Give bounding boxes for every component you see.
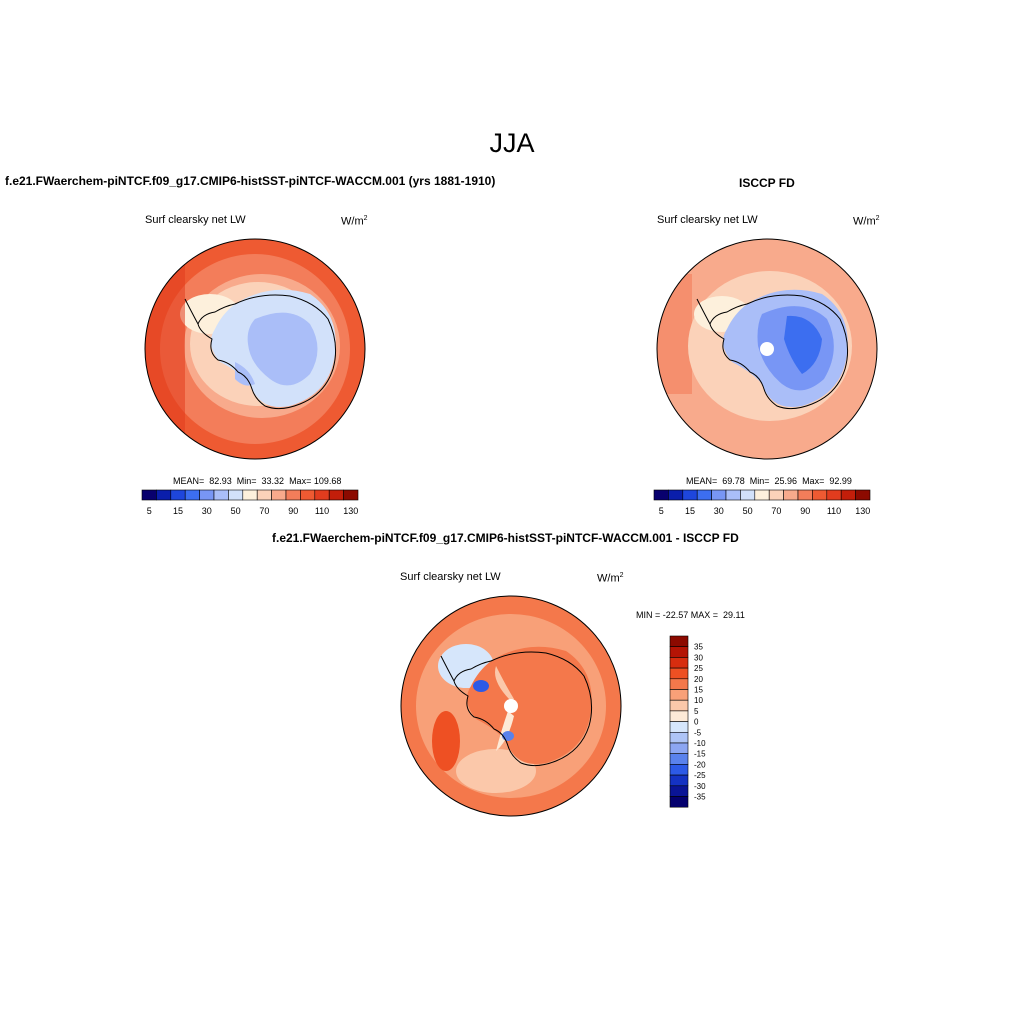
colorbar-tick-label: 50 [231, 506, 241, 516]
colorbar-swatch [653, 489, 669, 501]
colorbar-swatch [156, 489, 172, 501]
diff-minmax: MIN = -22.57 MAX = 29.11 [636, 610, 745, 620]
colorbar-swatch [711, 489, 727, 501]
colorbar-swatch [696, 489, 712, 501]
colorbar-swatch [754, 489, 770, 501]
colorbar-swatch [242, 489, 258, 501]
top-left-colorbar: 5 15 30 50 70 90 110 130 [141, 489, 359, 516]
colorbar-swatch [669, 796, 689, 808]
colorbar-swatch [855, 489, 871, 501]
diff-title: f.e21.FWaerchem-piNTCF.f09_g17.CMIP6-his… [272, 531, 739, 545]
colorbar-tick-label: 5 [694, 707, 699, 716]
colorbar-swatch [725, 489, 741, 501]
colorbar-swatch [199, 489, 215, 501]
colorbar-tick-label: 130 [343, 506, 358, 516]
diff-map [400, 595, 622, 817]
colorbar-tick-label: -20 [694, 760, 706, 769]
colorbar-tick-label: 70 [259, 506, 269, 516]
top-left-units: W/m2 [341, 215, 368, 228]
top-right-units: W/m2 [853, 215, 880, 228]
colorbar-tick-label: 15 [173, 506, 183, 516]
colorbar-swatch [840, 489, 856, 501]
colorbar-swatch [797, 489, 813, 501]
colorbar-swatch [669, 764, 689, 776]
colorbar-swatch [314, 489, 330, 501]
top-left-map [144, 238, 366, 460]
top-right-variable: Surf clearsky net LW [657, 214, 758, 226]
colorbar-tick-label: 15 [694, 686, 703, 695]
top-right-map [656, 238, 878, 460]
colorbar-swatch [668, 489, 684, 501]
colorbar-tick-label: 0 [694, 718, 699, 727]
colorbar-tick-label: 25 [694, 664, 703, 673]
colorbar-tick-label: 30 [714, 506, 724, 516]
colorbar-swatch [669, 732, 689, 744]
colorbar-tick-label: 90 [800, 506, 810, 516]
colorbar-swatch [669, 753, 689, 765]
colorbar-tick-label: -10 [694, 739, 706, 748]
colorbar-tick-label: -25 [694, 771, 706, 780]
colorbar-swatch [228, 489, 244, 501]
colorbar-tick-label: 110 [315, 506, 329, 516]
colorbar-swatch [669, 689, 689, 701]
top-right-stats: MEAN= 69.78 Min= 25.96 Max= 92.99 [686, 476, 852, 486]
top-right-title: ISCCP FD [739, 176, 795, 190]
colorbar-tick-label: -35 [694, 793, 706, 802]
colorbar-tick-label: 10 [694, 696, 703, 705]
colorbar-tick-label: 20 [694, 675, 703, 684]
colorbar-tick-label: 130 [855, 506, 870, 516]
colorbar-swatch [285, 489, 301, 501]
colorbar-tick-label: 5 [147, 506, 152, 516]
colorbar-tick-label: 50 [743, 506, 753, 516]
colorbar-swatch [682, 489, 698, 501]
colorbar-swatch [300, 489, 316, 501]
colorbar-swatch [740, 489, 756, 501]
colorbar-tick-label: 5 [659, 506, 664, 516]
diff-units: W/m2 [597, 572, 624, 585]
colorbar-swatch [343, 489, 359, 501]
colorbar-tick-label: 35 [694, 643, 703, 652]
colorbar-swatch [669, 785, 689, 797]
top-left-variable: Surf clearsky net LW [145, 214, 246, 226]
colorbar-swatch [213, 489, 229, 501]
colorbar-tick-label: 90 [288, 506, 298, 516]
colorbar-tick-label: 30 [694, 653, 703, 662]
colorbar-swatch [669, 774, 689, 787]
diff-variable: Surf clearsky net LW [400, 571, 501, 583]
colorbar-tick-label: -15 [694, 750, 706, 759]
colorbar-swatch [669, 635, 689, 647]
top-left-title: f.e21.FWaerchem-piNTCF.f09_g17.CMIP6-his… [5, 174, 496, 188]
colorbar-swatch [141, 489, 157, 501]
season-title: JJA [489, 128, 535, 158]
top-right-colorbar: 5 15 30 50 70 90 110 130 [653, 489, 871, 516]
colorbar-tick-label: -30 [694, 782, 706, 791]
colorbar-swatch [328, 489, 344, 501]
top-left-stats: MEAN= 82.93 Min= 33.32 Max= 109.68 [173, 476, 342, 486]
colorbar-swatch [669, 657, 689, 669]
colorbar-swatch [170, 489, 186, 501]
colorbar-tick-label: 15 [685, 506, 695, 516]
colorbar-tick-label: -5 [694, 728, 702, 737]
colorbar-tick-label: 70 [771, 506, 781, 516]
colorbar-swatch [783, 489, 799, 501]
colorbar-swatch [669, 699, 689, 712]
colorbar-swatch [669, 742, 689, 754]
colorbar-swatch [669, 710, 689, 722]
colorbar-swatch [256, 489, 272, 501]
colorbar-swatch [184, 489, 200, 501]
colorbar-swatch [669, 721, 689, 733]
colorbar-swatch [669, 646, 689, 658]
colorbar-swatch [669, 678, 689, 690]
colorbar-swatch [826, 489, 842, 501]
colorbar-swatch [271, 489, 287, 501]
colorbar-tick-label: 110 [827, 506, 841, 516]
colorbar-swatch [768, 489, 784, 501]
colorbar-swatch [669, 667, 689, 680]
colorbar-swatch [812, 489, 828, 501]
colorbar-tick-label: 30 [202, 506, 212, 516]
